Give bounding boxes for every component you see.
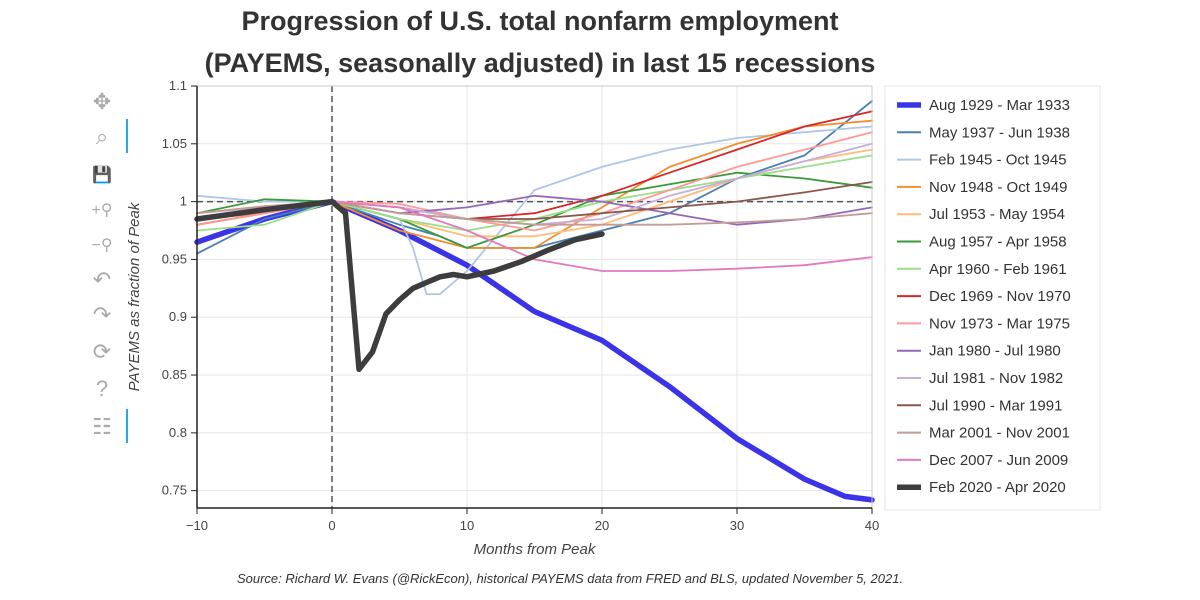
plot-frame [196,85,873,509]
y-tick-label: 1.05 [162,136,187,151]
save-tool[interactable]: 💾 [88,161,116,189]
x-tick-label: 30 [730,518,744,533]
x-axis-label: Months from Peak [474,541,597,558]
reference-lines [197,86,872,508]
legend-label[interactable]: May 1937 - Jun 1938 [929,124,1070,141]
legend-label[interactable]: Feb 2020 - Apr 2020 [929,479,1066,496]
series-line-aug-1929-mar-1933 [194,198,875,503]
chart-title: Progression of U.S. total nonfarm employ… [241,6,839,36]
help-tool[interactable]: ? [88,375,116,403]
legend-box [884,85,1101,511]
y-axis-label: PAYEMS as fraction of Peak [126,201,143,391]
plot-toolbar: ✥ ⌕ 💾 +⚲ −⚲ ↶ ↷ ⟳? ☷ [84,88,128,448]
zoom-in-icon: +⚲ [91,202,113,219]
legend-label[interactable]: Apr 1960 - Feb 1961 [929,261,1067,278]
legend-label[interactable]: Feb 1945 - Oct 1945 [929,152,1067,169]
axes: −10 0 10 20 30 40 0.75 0.8 0.85 0.9 0.95 1 1.05 1.1 Mo… [126,78,879,558]
legend-label[interactable]: Jul 1953 - May 1954 [929,206,1065,223]
y-tick-label: 0.75 [162,483,187,498]
x-tick-label: 0 [328,518,335,533]
x-tick-label: 10 [460,518,474,533]
legend-label[interactable]: Jul 1981 - Nov 1982 [929,370,1063,387]
chart-subtitle: (PAYEMS, seasonally adjusted) in last 15… [204,48,876,78]
series-line-feb-2020-apr-2020 [194,198,605,373]
legend-label[interactable]: Aug 1957 - Apr 1958 [929,234,1067,251]
y-tick-label: 0.9 [169,309,187,324]
zoom-in-tool[interactable]: +⚲ [88,196,116,224]
legend[interactable]: Aug 1929 - Mar 1933 May 1937 - Jun 1938 Fe… [884,85,1101,511]
reset-icon: ⟳ [92,339,112,364]
zoom-out-icon: −⚲ [91,237,113,254]
x-tick-label: 40 [865,518,879,533]
legend-label[interactable]: Nov 1973 - Mar 1975 [929,315,1070,332]
reset-tool[interactable]: ⟳ [88,338,116,366]
source-note: Source: Richard W. Evans (@RickEcon), hi… [236,571,904,586]
hover-tool[interactable]: ☷ [88,409,128,443]
legend-label[interactable]: Jul 1990 - Mar 1991 [929,397,1062,414]
zoom-out-tool[interactable]: −⚲ [88,231,116,259]
help-icon: ? [95,376,109,401]
legend-label[interactable]: Dec 2007 - Jun 2009 [929,452,1068,469]
y-tick-label: 0.95 [162,251,187,266]
x-tick-label: 20 [595,518,609,533]
series-line-nov-1973-mar-1975 [196,131,873,232]
series-line-jul-1953-may-1954 [196,148,873,238]
y-tick-label: 1 [180,194,187,209]
box-zoom-icon: ⌕ [95,124,109,149]
x-tick-label: −10 [186,518,208,533]
box-zoom-tool[interactable]: ⌕ [88,119,128,153]
y-tick-label: 0.8 [169,425,187,440]
legend-label[interactable]: Dec 1969 - Nov 1970 [929,288,1071,305]
series-lines [194,100,875,503]
move-icon: ✥ [92,89,112,114]
grid [196,85,873,508]
redo-icon: ↷ [92,302,112,327]
save-icon: 💾 [92,167,112,184]
pan-tool[interactable]: ✥ [88,88,116,116]
y-tick-label: 0.85 [162,367,187,382]
y-tick-label: 1.1 [169,78,187,93]
series-line-nov-1948-oct-1949 [196,119,873,249]
legend-label[interactable]: Nov 1948 - Oct 1949 [929,179,1067,196]
undo-tool[interactable]: ↶ [88,266,116,294]
undo-icon: ↶ [92,267,112,292]
legend-label[interactable]: Jan 1980 - Jul 1980 [929,343,1061,360]
legend-label[interactable]: Aug 1929 - Mar 1933 [929,97,1070,114]
legend-label[interactable]: Mar 2001 - Nov 2001 [929,425,1070,442]
redo-tool[interactable]: ↷ [88,301,116,329]
hover-icon: ☷ [92,414,112,439]
